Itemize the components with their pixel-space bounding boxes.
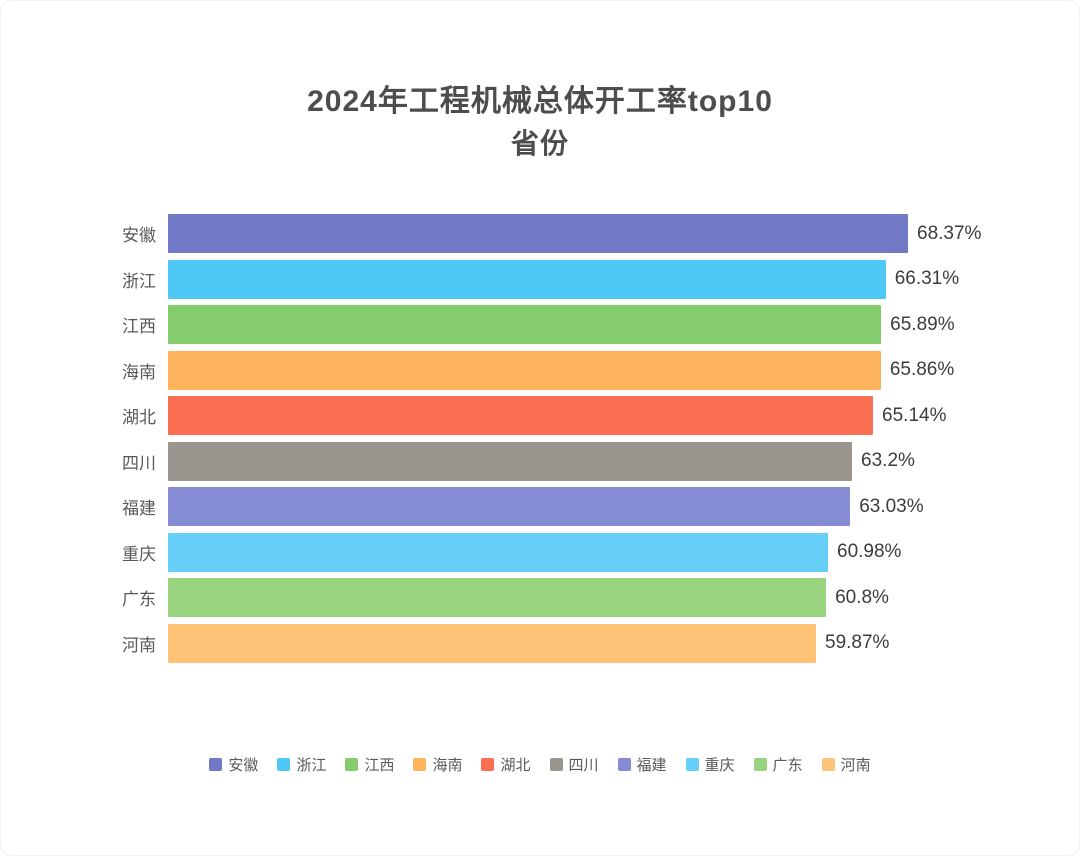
legend-item: 湖北 (481, 754, 531, 775)
category-label: 江西 (122, 317, 156, 336)
bar (168, 214, 908, 253)
legend-label: 江西 (364, 757, 395, 774)
legend-label: 四川 (568, 757, 599, 774)
legend-swatch-icon (481, 758, 495, 771)
legend-label: 安徽 (228, 757, 259, 774)
bar-row: 河南 59.87% (1, 623, 1079, 663)
category-label: 四川 (122, 453, 156, 473)
value-label: 60.8% (835, 586, 889, 608)
chart-title-line2: 省份 (510, 128, 569, 159)
bar-row: 浙江 66.31% (1, 259, 1079, 299)
bar (168, 487, 851, 526)
legend-swatch-icon (685, 758, 699, 771)
bar-row: 福建 63.03% (1, 487, 1079, 526)
legend-label: 河南 (840, 757, 871, 774)
value-label: 66.31% (894, 268, 960, 289)
legend-swatch-icon (617, 758, 631, 771)
category-label: 福建 (122, 499, 156, 518)
legend-item: 浙江 (277, 754, 326, 775)
legend-item: 安徽 (209, 754, 258, 775)
bar-row: 江西 65.89% (1, 305, 1079, 344)
value-label: 65.89% (890, 313, 955, 335)
chart-title: 2024年工程机械总体开工率top10 省份 (1, 81, 1079, 165)
value-label: 63.03% (859, 495, 924, 517)
bar-row: 广东 60.8% (1, 578, 1079, 617)
chart-title-line1: 2024年工程机械总体开工率top10 (307, 85, 773, 118)
category-label: 浙江 (122, 271, 156, 291)
category-label: 安徽 (122, 226, 156, 245)
legend-swatch-icon (821, 758, 835, 771)
category-label: 重庆 (122, 544, 156, 564)
bar (168, 350, 881, 390)
bar (168, 259, 886, 299)
legend-swatch-icon (413, 758, 427, 771)
legend-item: 四川 (549, 754, 599, 775)
bar (168, 623, 816, 663)
value-label: 65.86% (889, 359, 955, 380)
bar (168, 532, 828, 572)
legend-label: 广东 (772, 757, 803, 774)
value-label: 63.2% (861, 450, 915, 471)
legend-item: 广东 (753, 754, 803, 775)
legend-swatch-icon (209, 758, 223, 771)
legend-label: 湖北 (500, 757, 531, 774)
legend-item: 江西 (345, 754, 394, 775)
legend-label: 浙江 (296, 757, 327, 774)
legend-swatch-icon (345, 758, 359, 771)
value-label: 60.98% (837, 541, 902, 562)
bar (168, 396, 874, 435)
value-label: 65.14% (882, 404, 947, 426)
legend-item: 河南 (821, 754, 871, 775)
legend-item: 重庆 (685, 754, 735, 775)
legend-item: 海南 (413, 754, 462, 775)
category-label: 海南 (122, 362, 156, 382)
legend-swatch-icon (277, 758, 291, 771)
bar-row: 海南 65.86% (1, 350, 1079, 390)
chart-legend: 安徽 浙江 江西 海南 湖北 四川 福建 重庆 广东 河南 (1, 754, 1079, 775)
legend-label: 福建 (636, 757, 667, 774)
value-label: 68.37% (917, 222, 982, 244)
category-label: 河南 (122, 635, 156, 655)
bar-chart: 安徽 68.37% 浙江 66.31% 江西 65.89% 海南 65.86% 湖北 65.14%… (1, 214, 1079, 669)
bar-row: 湖北 65.14% (1, 396, 1079, 435)
value-label: 59.87% (825, 632, 890, 653)
legend-label: 重庆 (704, 757, 735, 774)
legend-label: 海南 (432, 757, 463, 774)
legend-swatch-icon (549, 758, 563, 771)
category-label: 湖北 (122, 408, 156, 427)
bar (168, 441, 853, 481)
bar (168, 578, 827, 617)
bar-row: 重庆 60.98% (1, 532, 1079, 572)
legend-swatch-icon (753, 758, 767, 771)
bar-row: 安徽 68.37% (1, 214, 1079, 253)
legend-item: 福建 (617, 754, 667, 775)
category-label: 广东 (122, 590, 156, 609)
bar (168, 305, 882, 344)
bar-row: 四川 63.2% (1, 441, 1079, 481)
